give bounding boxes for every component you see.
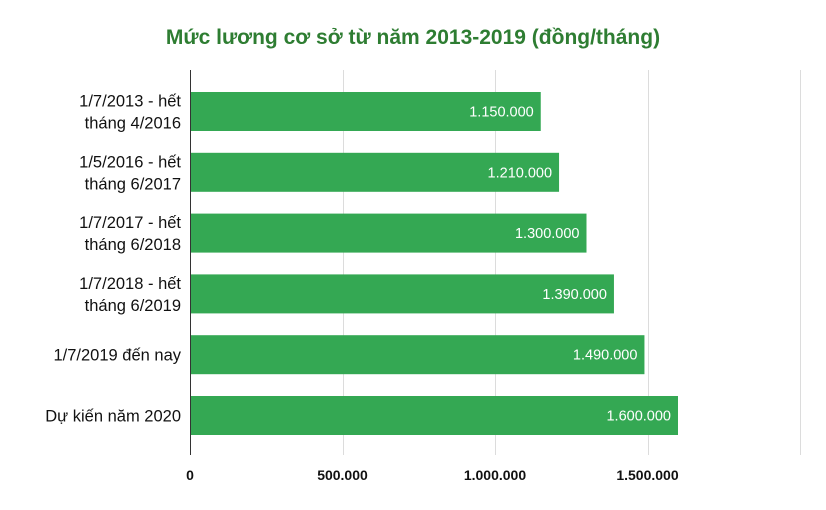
gridlines — [343, 70, 801, 455]
x-tick-label: 1.000.000 — [464, 467, 526, 483]
data-label: 1.390.000 — [542, 287, 607, 303]
category-label: 1/7/2013 - hết tháng 4/2016 — [79, 93, 181, 133]
bar — [190, 152, 560, 192]
category-label-line: tháng 6/2018 — [85, 236, 181, 254]
x-tick-label: 0 — [186, 467, 194, 483]
data-label: 1.490.000 — [573, 348, 638, 364]
bars: 1.150.000 1.210.000 1.300.000 1.390.000 1.49… — [190, 92, 678, 435]
x-axis-tick-labels: 0 500.000 1.000.000 1.500.000 — [186, 467, 679, 483]
category-label-line: 1/7/2013 - hết — [79, 93, 181, 111]
data-label: 1.150.000 — [469, 105, 534, 121]
bar — [190, 213, 587, 253]
category-label-line: tháng 6/2017 — [85, 175, 181, 193]
x-tick-label: 1.500.000 — [616, 467, 678, 483]
category-labels: 1/7/2013 - hết tháng 4/2016 1/5/2016 - hết… — [45, 93, 182, 426]
category-label: 1/7/2018 - hết tháng 6/2019 — [79, 275, 181, 315]
category-label: 1/7/2017 - hết tháng 6/2018 — [79, 214, 181, 254]
bar — [190, 92, 541, 131]
category-label-line: 1/7/2017 - hết — [79, 214, 181, 232]
bar — [190, 335, 645, 375]
data-label: 1.600.000 — [606, 409, 671, 425]
category-label-line: tháng 4/2016 — [85, 115, 181, 133]
category-label-line: 1/7/2019 đến nay — [53, 347, 181, 365]
category-label: 1/5/2016 - hết tháng 6/2017 — [79, 153, 181, 193]
chart-title: Mức lương cơ sở từ năm 2013-2019 (đồng/t… — [165, 26, 661, 49]
data-label: 1.300.000 — [515, 226, 580, 242]
bar — [190, 274, 614, 314]
category-label: 1/7/2019 đến nay — [53, 347, 181, 365]
category-label-line: 1/7/2018 - hết — [79, 275, 181, 293]
category-label: Dự kiến năm 2020 — [45, 408, 181, 426]
bar — [190, 396, 678, 435]
x-tick-label: 500.000 — [317, 467, 368, 483]
category-label-line: Dự kiến năm 2020 — [45, 408, 181, 426]
category-label-line: tháng 6/2019 — [85, 297, 181, 315]
data-label: 1.210.000 — [488, 165, 553, 181]
category-label-line: 1/5/2016 - hết — [79, 153, 181, 171]
